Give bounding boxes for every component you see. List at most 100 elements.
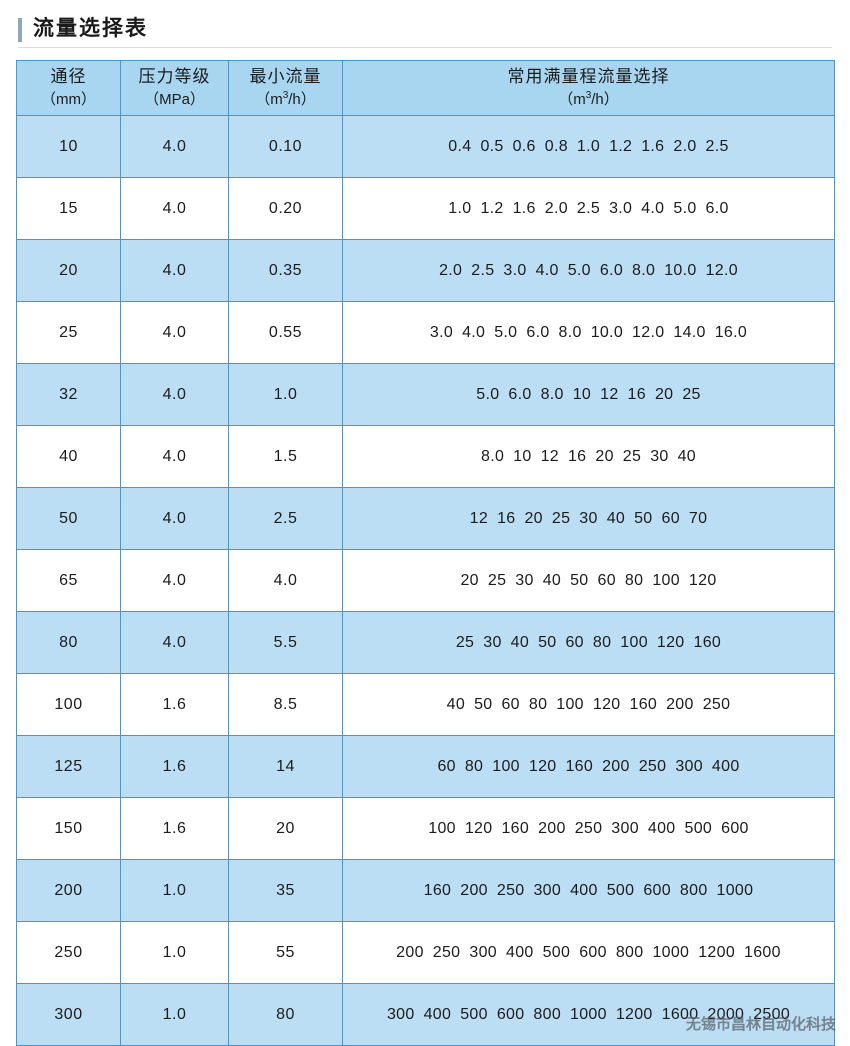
cell-pressure: 4.0 bbox=[120, 425, 229, 488]
column-header-min-flow-label: 最小流量 bbox=[249, 67, 322, 86]
footer-company-text: 无锡市昌林自动化科技 bbox=[685, 1016, 836, 1033]
flow-value: 20 bbox=[595, 447, 614, 465]
flow-selection-table: 通径 （mm） 压力等级 （MPa） 最小流量 （m3/h） 常用满量程流量选择… bbox=[16, 60, 835, 1046]
flow-value: 100 bbox=[492, 757, 520, 775]
flow-value: 3.0 bbox=[503, 261, 527, 279]
flow-value: 200 bbox=[460, 881, 488, 899]
flow-value: 60 bbox=[565, 633, 584, 651]
flow-value: 300 bbox=[469, 943, 497, 961]
flow-value: 300 bbox=[533, 881, 562, 899]
cell-pressure: 4.0 bbox=[120, 301, 229, 364]
flow-value: 100 bbox=[620, 633, 648, 651]
flow-value: 400 bbox=[570, 881, 598, 899]
flow-value: 30 bbox=[483, 633, 502, 651]
flow-value: 2.5 bbox=[471, 261, 495, 279]
column-header-min-flow-unit: （m3/h） bbox=[229, 88, 342, 111]
flow-value: 20 bbox=[460, 571, 479, 589]
cell-pressure: 1.0 bbox=[120, 983, 229, 1046]
cell-min-flow: 1.0 bbox=[228, 363, 343, 426]
table-row: 40 4.0 1.5 8.0 10 12 16 20 25 30 40 bbox=[16, 425, 835, 488]
flow-value: 50 bbox=[474, 695, 493, 713]
flow-value: 20 bbox=[654, 385, 674, 403]
column-header-diameter-unit: （mm） bbox=[41, 91, 96, 108]
cell-min-flow: 1.5 bbox=[228, 425, 343, 488]
table-header-row: 通径 （mm） 压力等级 （MPa） 最小流量 （m3/h） 常用满量程流量选择… bbox=[16, 60, 835, 116]
table-row: 32 4.0 1.0 5.0 6.0 8.0 10 12 16 20 25 bbox=[16, 363, 835, 426]
flow-value: 400 bbox=[711, 757, 740, 775]
flow-value: 2000 bbox=[707, 1005, 745, 1023]
flow-value: 50 bbox=[634, 509, 653, 527]
cell-min-flow: 0.55 bbox=[228, 301, 343, 364]
flow-value: 0.4 bbox=[448, 137, 472, 155]
flow-selection-table-wrap: 通径 （mm） 压力等级 （MPa） 最小流量 （m3/h） 常用满量程流量选择… bbox=[16, 60, 835, 1046]
flow-value: 12.0 bbox=[632, 323, 665, 341]
column-header-full-range-label: 常用满量程流量选择 bbox=[507, 67, 670, 86]
cell-pressure: 1.0 bbox=[120, 859, 229, 922]
cell-diameter: 150 bbox=[16, 797, 121, 860]
flow-value: 4.0 bbox=[641, 199, 665, 217]
flow-value: 600 bbox=[721, 819, 749, 837]
table-row: 150 1.6 20 100 120 160 200 250 300 400 500 600 bbox=[16, 797, 835, 860]
table-row: 300 1.0 80 300 400 500 600 800 1000 1200 1600 2000 2… bbox=[16, 983, 835, 1046]
cell-flow-range: 1.0 1.2 1.6 2.0 2.5 3.0 4.0 5.0 6.0 bbox=[342, 177, 835, 240]
unit-prefix: （m bbox=[255, 91, 283, 108]
cell-pressure: 4.0 bbox=[120, 239, 229, 302]
flow-value: 800 bbox=[679, 881, 708, 899]
flow-value: 80 bbox=[528, 695, 548, 713]
flow-value: 10.0 bbox=[664, 261, 697, 279]
table-row: 25 4.0 0.55 3.0 4.0 5.0 6.0 8.0 10.0 12.0 14.0 16.0 bbox=[16, 301, 835, 364]
cell-pressure: 4.0 bbox=[120, 487, 229, 550]
cell-min-flow: 8.5 bbox=[228, 673, 343, 736]
flow-value: 0.8 bbox=[544, 137, 568, 155]
flow-value: 80 bbox=[624, 571, 644, 589]
cell-min-flow: 14 bbox=[228, 735, 343, 798]
column-header-pressure-unit: （MPa） bbox=[144, 91, 205, 108]
cell-min-flow: 2.5 bbox=[228, 487, 343, 550]
cell-flow-range: 40 50 60 80 100 120 160 200 250 bbox=[342, 673, 835, 736]
table-row: 50 4.0 2.5 12 16 20 25 30 40 50 60 70 bbox=[16, 487, 835, 550]
flow-value: 12 bbox=[469, 509, 489, 527]
flow-value: 5.0 bbox=[494, 323, 518, 341]
flow-value: 80 bbox=[464, 757, 484, 775]
cell-min-flow: 0.20 bbox=[228, 177, 343, 240]
flow-value: 400 bbox=[423, 1005, 452, 1023]
flow-value: 160 bbox=[501, 819, 530, 837]
flow-value: 160 bbox=[423, 881, 452, 899]
flow-value: 250 bbox=[496, 881, 525, 899]
flow-value: 200 bbox=[666, 695, 694, 713]
cell-pressure: 4.0 bbox=[120, 177, 229, 240]
flow-value: 1.2 bbox=[480, 199, 504, 217]
flow-value: 12 bbox=[600, 385, 619, 403]
cell-pressure: 4.0 bbox=[120, 363, 229, 426]
cell-pressure: 4.0 bbox=[120, 115, 229, 178]
flow-value: 60 bbox=[501, 695, 520, 713]
flow-value: 60 bbox=[597, 571, 616, 589]
flow-value: 800 bbox=[615, 943, 644, 961]
flow-value: 2.5 bbox=[705, 137, 729, 155]
flow-value: 200 bbox=[396, 943, 424, 961]
flow-value: 40 bbox=[510, 633, 530, 651]
cell-flow-range: 100 120 160 200 250 300 400 500 600 bbox=[342, 797, 835, 860]
table-body: 10 4.0 0.10 0.4 0.5 0.6 0.8 1.0 1.2 1.6 2.0 2.5 15 4.… bbox=[16, 115, 835, 1046]
flow-value: 12.0 bbox=[705, 261, 738, 279]
flow-value: 120 bbox=[688, 571, 717, 589]
flow-value: 120 bbox=[592, 695, 621, 713]
flow-value: 500 bbox=[460, 1005, 488, 1023]
flow-value: 1.6 bbox=[512, 199, 536, 217]
flow-value: 1.0 bbox=[576, 137, 601, 155]
cell-flow-range: 160 200 250 300 400 500 600 800 1000 bbox=[342, 859, 835, 922]
flow-value: 160 bbox=[693, 633, 722, 651]
unit-exponent: 3 bbox=[282, 90, 289, 101]
cell-flow-range: 8.0 10 12 16 20 25 30 40 bbox=[342, 425, 835, 488]
flow-value: 600 bbox=[579, 943, 607, 961]
cell-min-flow: 55 bbox=[228, 921, 343, 984]
cell-pressure: 4.0 bbox=[120, 549, 229, 612]
flow-value: 600 bbox=[496, 1005, 525, 1023]
cell-min-flow: 4.0 bbox=[228, 549, 343, 612]
flow-value: 500 bbox=[542, 943, 571, 961]
unit-suffix: /h） bbox=[288, 91, 316, 108]
flow-value: 1000 bbox=[652, 943, 690, 961]
flow-value: 1000 bbox=[570, 1005, 607, 1023]
flow-value: 60 bbox=[661, 509, 680, 527]
cell-diameter: 100 bbox=[16, 673, 121, 736]
